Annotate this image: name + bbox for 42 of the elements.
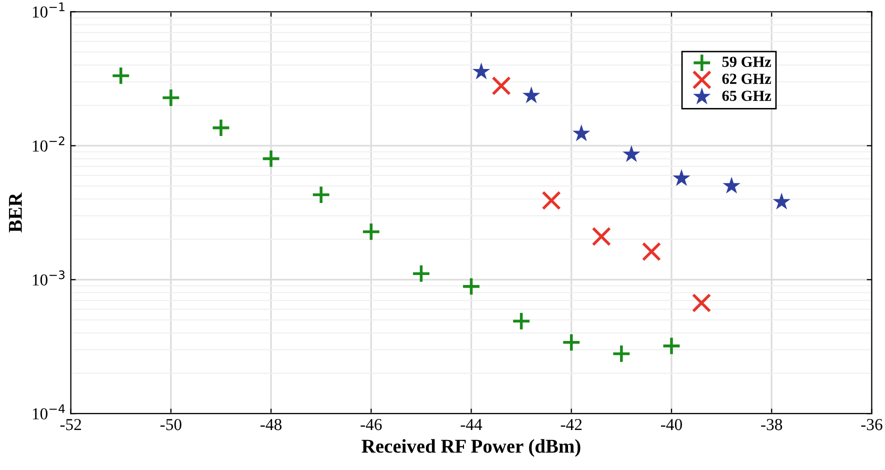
point — [472, 62, 490, 80]
point — [512, 312, 531, 331]
point — [622, 145, 640, 162]
x-tick-label: -38 — [761, 418, 782, 430]
point — [612, 344, 632, 364]
x-axis-title: Received RF Power (dBm) — [362, 439, 580, 457]
x-tick-label: -50 — [160, 418, 182, 430]
x-tick-label: -40 — [661, 418, 682, 430]
point — [562, 332, 581, 352]
point — [161, 88, 181, 108]
x-tick-label: -48 — [260, 418, 282, 430]
y-tick-label: 10$^{−2}$ — [32, 136, 64, 152]
point — [692, 293, 712, 313]
point — [261, 149, 281, 168]
point — [492, 76, 511, 96]
legend-label: 65 GHz — [722, 90, 772, 101]
point — [542, 190, 561, 210]
x-tick-label: -36 — [861, 418, 882, 430]
x-tick-label: -46 — [360, 418, 382, 430]
x-tick-label: -42 — [560, 418, 582, 430]
point — [642, 242, 662, 262]
y-axis-title: BER — [9, 192, 22, 232]
legend-label: 59 GHz — [722, 56, 772, 67]
point — [772, 192, 790, 210]
point — [572, 124, 590, 142]
point — [311, 185, 331, 204]
y-tick-label: 10$^{−1}$ — [32, 2, 64, 18]
point — [662, 336, 682, 356]
point — [672, 169, 690, 186]
legend-label: 62 GHz — [722, 74, 772, 84]
point — [522, 86, 540, 104]
point — [462, 276, 481, 296]
point — [592, 226, 612, 246]
point — [362, 222, 381, 242]
point — [722, 176, 740, 194]
y-tick-label: 10$^{−3}$ — [32, 270, 65, 286]
point — [412, 264, 431, 284]
y-tick-label: 10$^{−4}$ — [32, 404, 65, 420]
x-tick-label: -44 — [460, 419, 482, 430]
point — [211, 118, 231, 138]
point — [111, 66, 130, 86]
x-tick-label: -52 — [60, 418, 81, 430]
